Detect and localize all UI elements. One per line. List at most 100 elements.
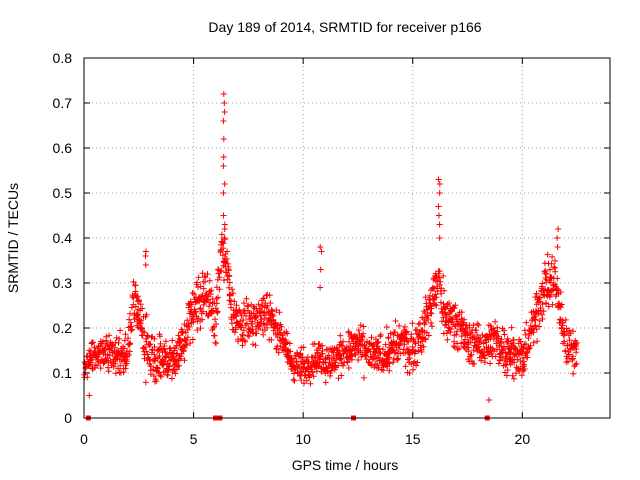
data-point xyxy=(226,284,232,291)
data-point xyxy=(100,360,107,367)
data-point xyxy=(356,341,363,348)
data-point xyxy=(387,330,394,337)
x-tick-label: 15 xyxy=(405,431,421,447)
data-point xyxy=(261,315,268,322)
data-point xyxy=(428,305,435,312)
data-point xyxy=(456,345,463,352)
data-point xyxy=(570,370,577,377)
data-point xyxy=(510,336,517,343)
data-point xyxy=(452,302,459,309)
data-point xyxy=(215,294,221,301)
data-point xyxy=(412,340,419,347)
data-point xyxy=(250,341,256,348)
data-point xyxy=(338,342,345,349)
data-point xyxy=(121,345,128,352)
data-point xyxy=(163,338,169,345)
data-point xyxy=(484,348,491,355)
data-point xyxy=(182,341,189,348)
data-point xyxy=(507,346,514,353)
data-point xyxy=(220,136,227,142)
data-point xyxy=(214,308,221,315)
data-point xyxy=(154,365,161,372)
data-point xyxy=(319,350,326,357)
data-point xyxy=(406,370,413,377)
data-point xyxy=(492,353,499,360)
data-point xyxy=(220,91,227,97)
data-point xyxy=(495,360,502,367)
data-point xyxy=(566,351,572,358)
data-point xyxy=(489,345,496,352)
data-point xyxy=(151,335,158,342)
data-point xyxy=(143,348,150,355)
data-point xyxy=(405,338,412,345)
data-point xyxy=(132,303,139,310)
data-point xyxy=(264,302,271,309)
x-tick-label: 10 xyxy=(295,431,311,447)
data-point xyxy=(180,348,187,355)
data-point xyxy=(121,337,128,344)
data-point xyxy=(169,337,176,344)
data-point xyxy=(181,357,188,364)
data-point xyxy=(173,351,180,358)
data-point xyxy=(291,377,298,384)
data-point xyxy=(397,350,404,357)
data-point xyxy=(231,329,238,336)
data-point xyxy=(451,323,458,330)
data-point xyxy=(435,203,442,210)
data-point xyxy=(267,300,274,306)
data-point xyxy=(475,322,482,329)
data-point xyxy=(474,320,481,327)
data-point xyxy=(559,322,566,329)
data-point xyxy=(436,268,443,275)
data-point xyxy=(508,324,515,331)
data-point xyxy=(558,301,565,308)
data-point xyxy=(191,309,198,316)
data-point xyxy=(478,357,485,364)
data-point xyxy=(417,320,423,327)
data-point xyxy=(552,257,558,264)
data-point xyxy=(318,248,325,255)
data-point xyxy=(524,354,531,361)
data-point xyxy=(220,118,227,124)
data-point xyxy=(220,212,227,219)
data-point xyxy=(395,355,402,362)
data-point xyxy=(199,316,206,323)
data-point xyxy=(313,368,320,375)
data-point xyxy=(573,346,580,352)
data-point xyxy=(527,342,534,349)
data-point xyxy=(569,355,576,362)
data-point xyxy=(494,328,501,335)
y-tick-label: 0.3 xyxy=(53,275,73,291)
data-point xyxy=(284,330,291,337)
data-point xyxy=(290,376,297,383)
y-tick-label: 0.5 xyxy=(53,185,73,201)
data-point xyxy=(377,331,384,338)
data-point xyxy=(436,281,443,288)
data-point xyxy=(117,327,124,334)
data-point xyxy=(471,360,478,367)
data-point xyxy=(454,328,460,335)
data-point xyxy=(413,362,420,369)
data-point xyxy=(229,286,236,293)
data-point xyxy=(409,343,416,350)
data-point xyxy=(138,317,145,324)
data-point xyxy=(213,340,220,347)
data-point xyxy=(415,321,422,328)
data-point xyxy=(206,288,213,295)
data-point xyxy=(451,305,458,312)
data-point xyxy=(139,305,146,312)
data-point xyxy=(402,363,409,370)
data-point xyxy=(240,332,246,339)
data-point xyxy=(411,358,418,365)
data-point xyxy=(573,339,580,346)
data-point xyxy=(447,326,454,333)
data-point xyxy=(122,331,129,338)
data-point xyxy=(415,348,422,354)
data-point xyxy=(287,348,294,355)
data-point xyxy=(221,236,228,243)
data-point xyxy=(530,339,537,346)
data-point xyxy=(566,327,573,334)
data-point xyxy=(156,353,163,359)
data-point xyxy=(217,268,224,275)
data-point xyxy=(337,332,344,339)
